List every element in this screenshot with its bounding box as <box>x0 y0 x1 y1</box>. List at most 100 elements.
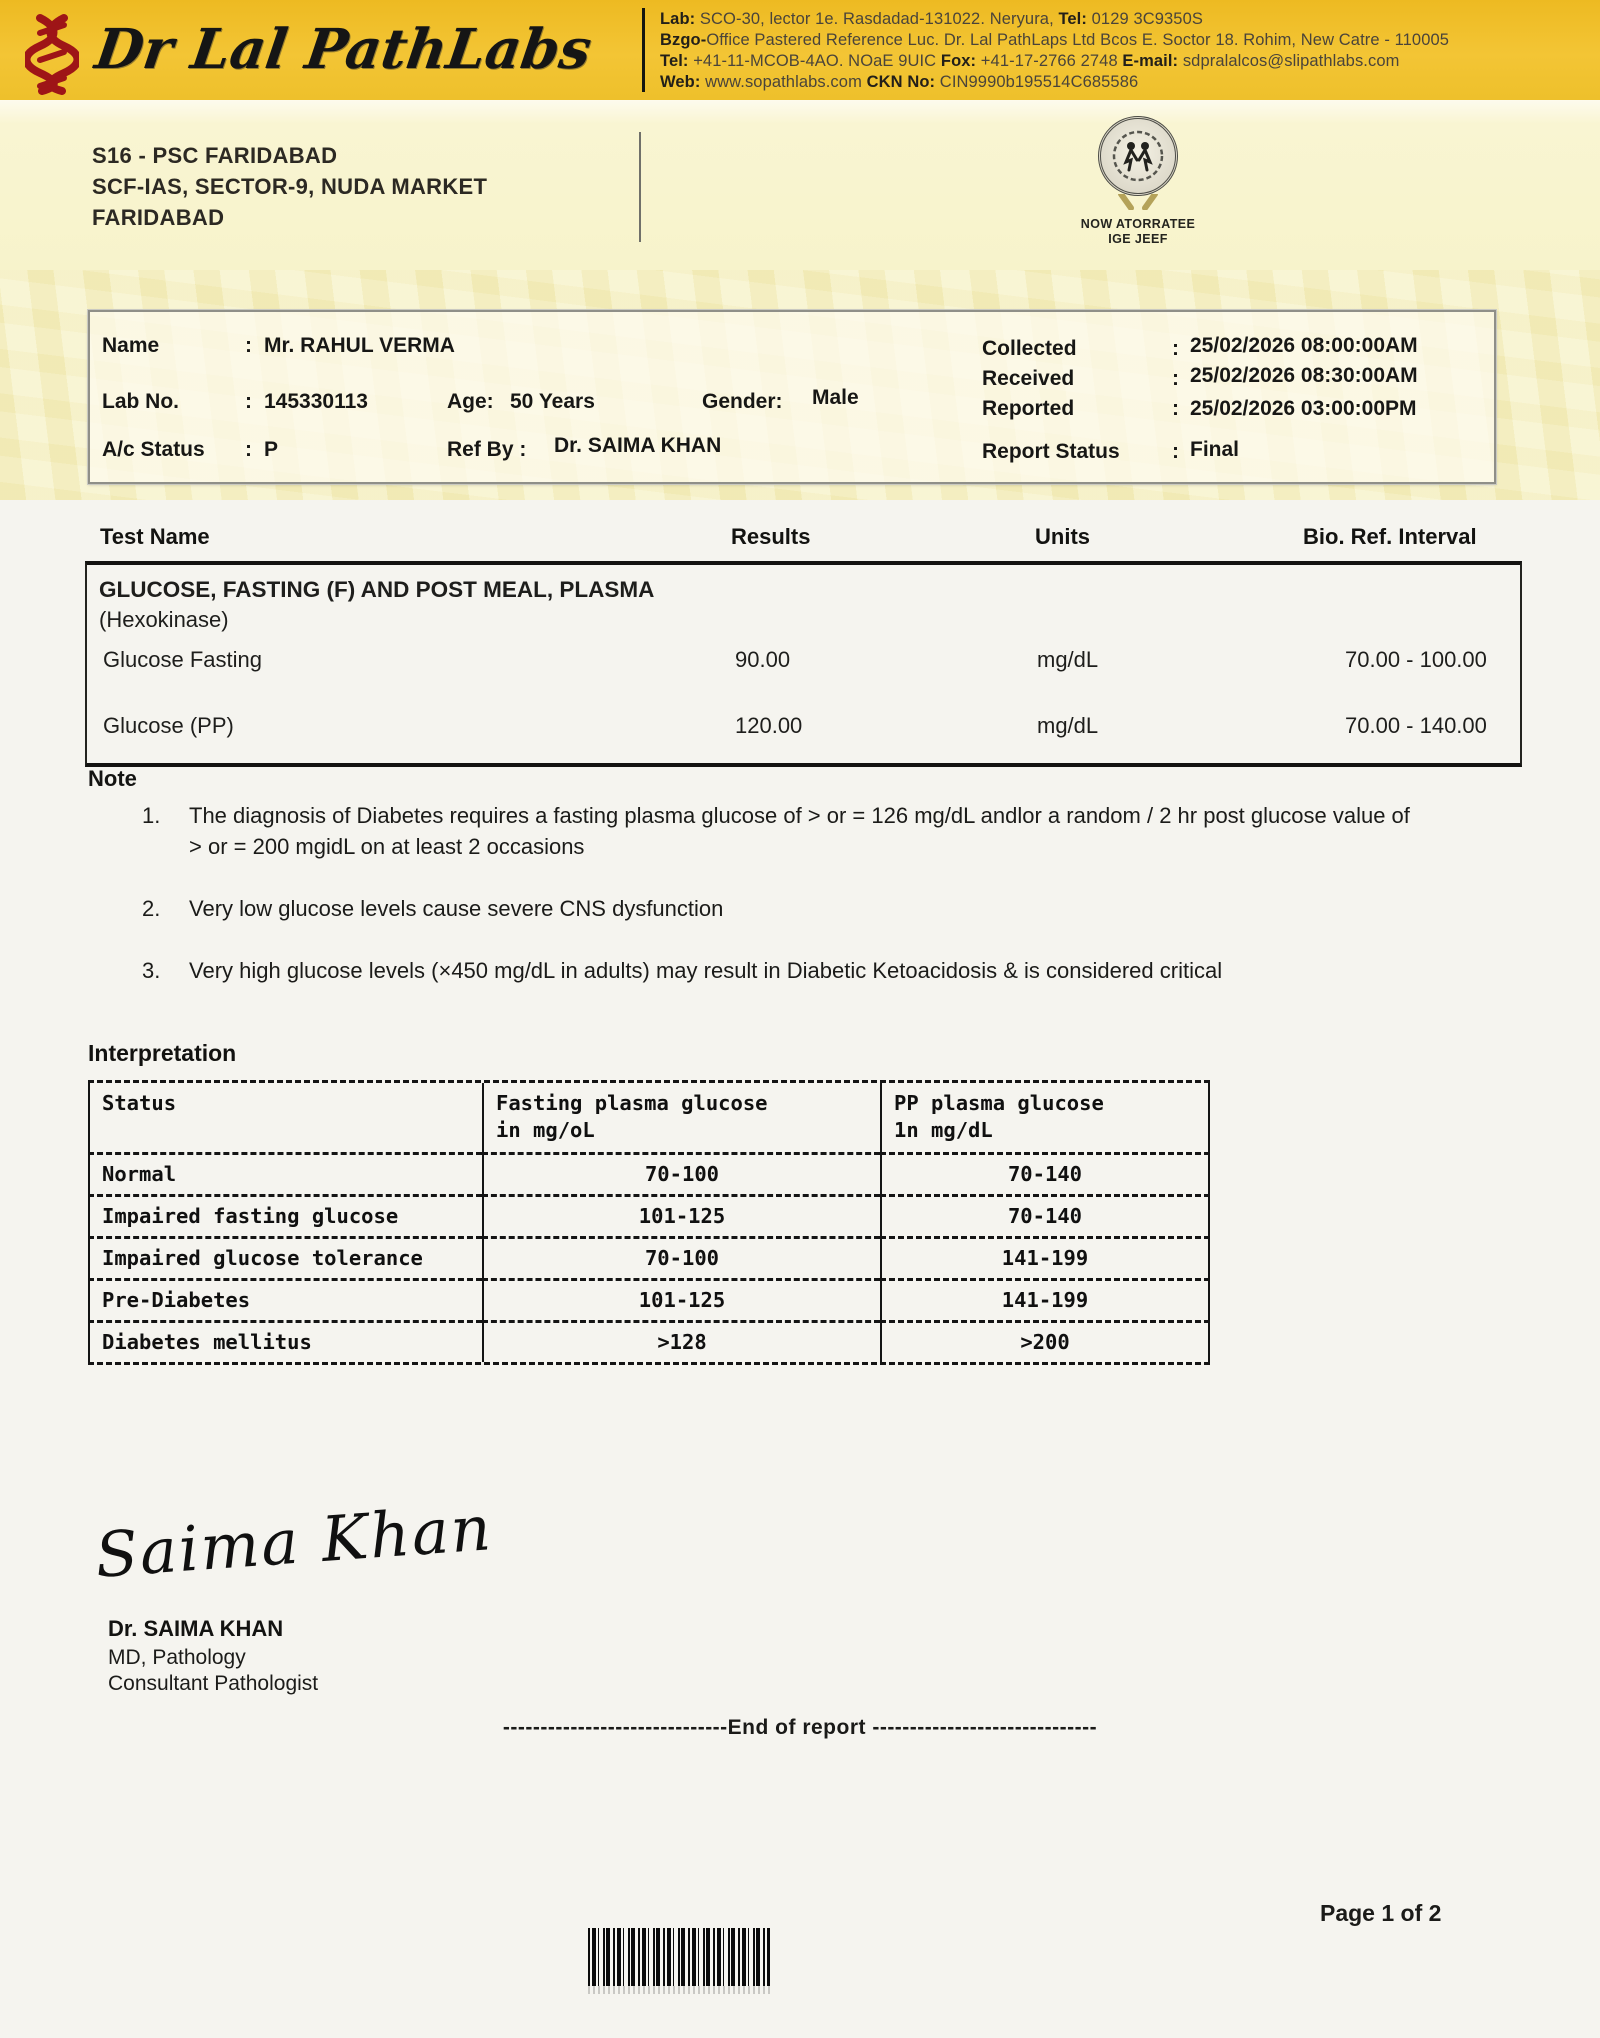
colon: : <box>245 438 252 461</box>
interpretation-header-row: Status Fasting plasma glucose in mg/oL P… <box>88 1083 1210 1152</box>
end-of-report-line: ------------------------------End of rep… <box>502 1716 1098 1739</box>
ref-by-value: Dr. SAIMA KHAN <box>554 434 722 457</box>
report-status-label: Report Status <box>982 440 1120 463</box>
gender-label: Gender: <box>702 390 783 413</box>
pp-cell: 70-140 <box>880 1194 1210 1236</box>
interpretation-row: Impaired fasting glucose 101-125 70-140 <box>88 1194 1210 1236</box>
col-units: Units <box>1035 524 1090 549</box>
interpretation-row: Pre-Diabetes 101-125 141-199 <box>88 1278 1210 1320</box>
result-cell: 90.00 <box>735 647 791 672</box>
note-item: 1. The diagnosis of Diabetes requires a … <box>142 800 1412 862</box>
test-name-cell: Glucose Fasting <box>103 647 262 672</box>
panel-method: (Hexokinase) <box>99 607 229 632</box>
lab-contact-block: Lab: SCO-30, lector 1e. Rasdadad-131022.… <box>660 9 1540 93</box>
interpretation-row: Diabetes mellitus >128 >200 <box>88 1320 1210 1362</box>
page-number: Page 1 of 2 <box>1320 1900 1442 1926</box>
colon: : <box>1172 440 1179 463</box>
pathologist-degree: MD, Pathology <box>108 1646 246 1669</box>
accreditation-seal-icon <box>1098 116 1178 196</box>
barcode <box>588 1928 770 1986</box>
name-value: Mr. RAHUL VERMA <box>264 334 455 357</box>
interp-col-fasting: Fasting plasma glucose <box>496 1091 768 1115</box>
branch-line-2: SCF-IAS, SECTOR-9, NUDA MARKET <box>92 174 488 199</box>
pp-cell: >200 <box>880 1320 1210 1362</box>
status-cell: Diabetes mellitus <box>88 1320 482 1362</box>
ac-status-value: P <box>264 438 279 461</box>
status-cell: Impaired glucose tolerance <box>88 1236 482 1278</box>
ref-interval-cell: 70.00 - 140.00 <box>1345 713 1487 738</box>
fasting-cell: 101-125 <box>482 1194 880 1236</box>
test-name-cell: Glucose (PP) <box>103 713 234 738</box>
interp-col-status: Status <box>102 1091 177 1115</box>
interp-col-pp: PP plasma glucose <box>894 1091 1104 1115</box>
note-text: The diagnosis of Diabetes requires a fas… <box>189 803 1410 859</box>
report-status-value: Final <box>1190 438 1240 461</box>
contact-line-4: Web: www.sopathlabs.com CKN No: CIN9990b… <box>660 73 1139 91</box>
note-item: 2. Very low glucose levels cause severe … <box>142 893 1412 924</box>
fasting-cell: 101-125 <box>482 1278 880 1320</box>
collected-label: Collected <box>982 337 1077 360</box>
branch-address: S16 - PSC FARIDABAD SCF-IAS, SECTOR-9, N… <box>92 140 487 233</box>
units-cell: mg/dL <box>1037 713 1099 738</box>
status-cell: Normal <box>88 1152 482 1194</box>
address-divider <box>639 132 641 242</box>
accreditation-caption-2: IGE JEEF <box>1108 232 1168 246</box>
status-cell: Pre-Diabetes <box>88 1278 482 1320</box>
result-cell: 120.00 <box>735 713 803 738</box>
contact-line-1: Lab: SCO-30, lector 1e. Rasdadad-131022.… <box>660 10 1203 28</box>
colon: : <box>245 334 252 357</box>
pathologist-name: Dr. SAIMA KHAN <box>108 1616 284 1641</box>
note-number: 1. <box>142 803 161 828</box>
note-text: Very high glucose levels (×450 mg/dL in … <box>189 958 1223 983</box>
received-value: 25/02/2026 08:30:00AM <box>1190 364 1418 387</box>
col-results: Results <box>731 524 811 549</box>
dna-helix-icon <box>25 14 79 95</box>
age-value: 50 Years <box>510 390 595 413</box>
lab-no-label: Lab No. <box>102 390 179 413</box>
ref-interval-cell: 70.00 - 100.00 <box>1345 647 1487 672</box>
pp-cell: 141-199 <box>880 1278 1210 1320</box>
reported-value: 25/02/2026 03:00:00PM <box>1190 397 1417 420</box>
fasting-cell: >128 <box>482 1320 880 1362</box>
col-bio-ref-interval: Bio. Ref. Interval <box>1303 524 1477 549</box>
gender-value: Male <box>812 386 859 409</box>
ref-by-label: Ref By : <box>447 438 527 461</box>
note-number: 2. <box>142 896 161 921</box>
header-gold-band <box>0 0 1600 100</box>
pathologist-title: Consultant Pathologist <box>108 1672 319 1695</box>
accreditation-caption-1: NOW ATORRATEE <box>1080 217 1196 231</box>
note-text: Very low glucose levels cause severe CNS… <box>189 896 724 921</box>
branch-line-3: FARIDABAD <box>92 205 225 230</box>
received-label: Received <box>982 367 1075 390</box>
ac-status-label: A/c Status <box>102 438 205 461</box>
panel-title: GLUCOSE, FASTING (F) AND POST MEAL, PLAS… <box>99 577 655 602</box>
patient-info-box: Name : Mr. RAHUL VERMA Lab No. : 1453301… <box>87 309 1497 485</box>
note-heading: Note <box>88 766 137 791</box>
interpretation-heading: Interpretation <box>88 1040 237 1066</box>
signature-handwriting: Saima Khan <box>92 1491 495 1592</box>
colon: : <box>1172 337 1179 360</box>
status-cell: Impaired fasting glucose <box>88 1194 482 1236</box>
header-cream-band <box>0 100 1600 270</box>
col-test-name: Test Name <box>100 524 210 549</box>
brand-title: Dr Lal PathLabs <box>91 16 596 81</box>
interpretation-row: Normal 70-100 70-140 <box>88 1152 1210 1194</box>
barcode-caption <box>588 1986 770 1994</box>
collected-value: 25/02/2026 08:00:00AM <box>1190 334 1418 357</box>
pp-cell: 70-140 <box>880 1152 1210 1194</box>
colon: : <box>245 390 252 413</box>
reported-label: Reported <box>982 397 1075 420</box>
pp-cell: 141-199 <box>880 1236 1210 1278</box>
colon: : <box>1172 367 1179 390</box>
branch-line-1: S16 - PSC FARIDABAD <box>92 143 338 168</box>
fasting-cell: 70-100 <box>482 1152 880 1194</box>
accreditation-emblem: NOW ATORRATEE IGE JEEF <box>1078 116 1198 247</box>
interpretation-row: Impaired glucose tolerance 70-100 141-19… <box>88 1236 1210 1278</box>
note-number: 3. <box>142 958 161 983</box>
contact-line-3: Tel: +41-11-MCOB-4AO. NOaE 9UIC Fox: +41… <box>660 52 1400 70</box>
name-label: Name <box>102 334 160 357</box>
colon: : <box>1172 397 1179 420</box>
interpretation-table: Status Fasting plasma glucose in mg/oL P… <box>88 1080 1210 1365</box>
header-divider <box>642 8 645 92</box>
